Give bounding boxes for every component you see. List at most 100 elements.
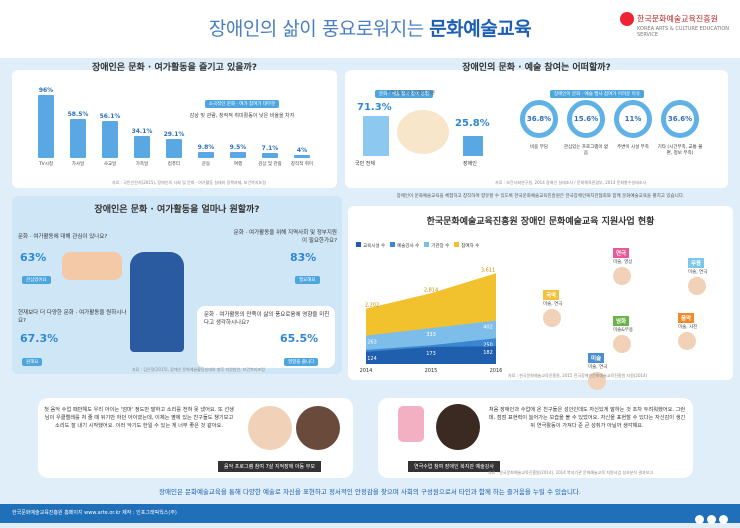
figure-sub-2: 미술, 연극 [688, 270, 708, 275]
bar-category-4: 컴퓨터 [167, 162, 181, 167]
bar-value-6: 9.5% [229, 143, 247, 151]
bar-4 [166, 138, 182, 158]
q3-tag: 원해요 [22, 358, 43, 366]
left-note: * 연1회 이상 경험자 기준 [387, 91, 436, 96]
logo: 한국문화예술교육진흥원 KOREA ARTS & CULTURE EDUCATIO… [620, 12, 730, 38]
bar-category-8: 창작적 취미 [290, 162, 314, 167]
nation-bar [363, 116, 389, 156]
bar-7 [262, 153, 278, 158]
quote1-caption: 음악 프로그램 참여 7살 지적장애 아동 부모 [218, 461, 321, 472]
figure-name-0: 국악 [543, 290, 560, 300]
figure-sub-5: 미술, 연극 [588, 365, 608, 370]
disabled-bar [463, 136, 483, 156]
q2-pct: 83% [290, 251, 317, 264]
figure-sub-0: 미술, 연극 [543, 302, 563, 307]
section1-note-text: 감상 및 관람, 창작적 취미활동이 낮은 비율을 차지 [189, 113, 295, 119]
logo-mark-icon [620, 12, 634, 26]
area-label-2-1: 333 [426, 332, 436, 338]
title-bar [0, 0, 740, 58]
donut-facility: 11% [614, 100, 652, 138]
bar-8 [294, 155, 310, 158]
area-label-3-0: 2,202 [365, 303, 379, 309]
q4-tag: 영향을 줍니다 [284, 358, 319, 366]
bar-2 [102, 120, 118, 158]
donut-other: 36.6% [661, 100, 699, 138]
right-badge: 장애인이 문화 · 예술 행사 참여가 어려운 이유 [550, 90, 644, 98]
figure-person-icon [613, 335, 631, 353]
bar-value-5: 9.8% [197, 143, 215, 151]
section4-intro: 장애인이 문화예술교육을 체험하고 창작하며 향유할 수 있도록 한국문화예술교… [396, 194, 685, 199]
q1-text: 문화 · 여가활동에 대해 관심이 있나요? [18, 234, 108, 240]
activity-bar-chart: 96% TV시청 58.5% 가사일 56.1% 사교일 34.1% 가족일 29.1% 컴퓨터 9… [32, 82, 332, 168]
bottom-message: 장애인은 문화예술교육을 통해 다양한 예술로 자신을 표현하고 정서적인 안정… [159, 488, 581, 496]
section1-source: 자료 : 국민안전처(2015), 장애인의 사회 및 문화 · 여가활동 실태… [112, 180, 266, 185]
figure-name-1: 연극 [613, 248, 630, 258]
legend-item-0: 교육시설 수 [356, 242, 385, 249]
bar-value-0: 96% [38, 86, 54, 94]
donut-facility-label: 주변이 시설 부족 [617, 145, 649, 150]
area-chart-legend: 교육시설 수 예술강사 수 기관장 수 참여자 수 [356, 242, 484, 249]
bar-value-8: 4% [296, 147, 308, 155]
license-icons [692, 509, 728, 528]
quote1-text: 첫 음악 수업 때만해도 우리 아이는 '엄마' 정도만 말하고 소리를 전혀 … [44, 407, 234, 429]
culture-items-icon [397, 110, 449, 154]
section4-title: 한국문화예술교육진흥원 장애인 문화예술교육 지원사업 현황 [426, 217, 655, 227]
legend-item-1: 예술강사 수 [390, 242, 419, 249]
area-xtick-0: 2014 [360, 368, 373, 374]
child-avatar [248, 406, 292, 450]
bar-category-6: 여행 [233, 162, 243, 167]
q2-tag: 필요해요 [295, 276, 320, 284]
section3-panel: 장애인은 문화 · 여가활동을 얼마나 원할까? 문화 · 여가활동에 대해 관… [12, 196, 342, 374]
bar-value-7: 7.1% [261, 145, 279, 153]
quote2-caption: 연극수업 참여 장애인 복지관 예술강사 [408, 461, 500, 472]
section3-source: 자료 : 김은정(2015), 장애인 문화예술활동실태와 향후 지원방안, 보… [132, 367, 265, 372]
area-xtick-2: 2016 [490, 368, 503, 374]
section1-panel: 장애인은 문화 · 여가활동을 즐기고 있을까? 96% TV시청 58.5% 가사일… [12, 63, 337, 188]
bar-category-3: 가족일 [135, 162, 149, 167]
figure-sub-3: 미술&무용 [613, 328, 634, 333]
nation-label: 국민 전체 [355, 161, 375, 167]
figure-person-icon [543, 309, 561, 327]
figure-2: 무용 미술, 연극 [688, 250, 722, 295]
area-series-0 [366, 346, 496, 364]
section2-source: 자료 : 보건사회연구원, 2014 장애인 실태조사 / 문화체육관광부, 2… [495, 180, 647, 185]
parent-avatar [296, 406, 340, 450]
figure-person-icon [613, 267, 631, 285]
cc-icon [695, 515, 704, 524]
section2-title: 장애인의 문화 · 예술 참여는 어떠할까? [462, 63, 611, 73]
by-icon [707, 515, 716, 524]
nation-pct: 71.3% [357, 102, 392, 113]
bar-category-2: 사교일 [103, 162, 117, 167]
bar-0 [38, 94, 54, 158]
page-title: 장애인의 삶이 풍요로워지는 문화예술교육 [208, 18, 532, 40]
area-xtick-1: 2015 [425, 368, 438, 374]
bar-value-1: 58.5% [67, 111, 89, 119]
q1-pct: 63% [20, 251, 47, 264]
section1-title: 장애인은 문화 · 여가활동을 즐기고 있을까? [91, 63, 258, 73]
bar-category-7: 감상 및 관람 [258, 162, 282, 167]
figure-name-5: 미술 [588, 353, 605, 363]
section4-source: 자료 : 한국문화예술교육진흥원, 2015 전국장애인문화예술교육진흥원 지원… [508, 373, 648, 378]
figure-name-3: 영화 [613, 316, 630, 326]
area-label-1-2: 250 [483, 342, 493, 348]
raised-hands-icon [62, 252, 122, 280]
q4-bubble [197, 306, 335, 368]
figure-sub-1: 미술, 영상 [613, 260, 633, 265]
q4-text: 문화 · 여가활동의 만족이 삶의 풍요로움에 영향을 미친다고 생각하시나요? [204, 312, 330, 326]
q3-pct: 67.3% [20, 332, 59, 345]
q2-text: 문화 · 여가활동을 위해 지역사회 및 정부지원이 필요한가요? [233, 230, 337, 244]
bar-value-3: 34.1% [131, 127, 153, 135]
support-area-chart: 2,2022,8143,6112633334021371822501241731… [360, 267, 503, 374]
bar-value-4: 29.1% [163, 130, 185, 138]
disabled-pct: 25.8% [455, 118, 490, 129]
microphone-icon [130, 252, 184, 352]
section2-panel: 장애인의 문화 · 예술 참여는 어떠할까? 문화 · 예술 행사 참여 경험 … [345, 63, 728, 188]
quote2-source: 자료 : 한국문화예술교육진흥원(2014), 2014 복지기관 문화예술교육… [488, 470, 654, 475]
donut-cost: 36.8% [520, 100, 558, 138]
bar-category-1: 가사일 [71, 162, 85, 167]
instructor-avatar [436, 404, 480, 450]
area-label-0-2: 182 [483, 350, 493, 356]
